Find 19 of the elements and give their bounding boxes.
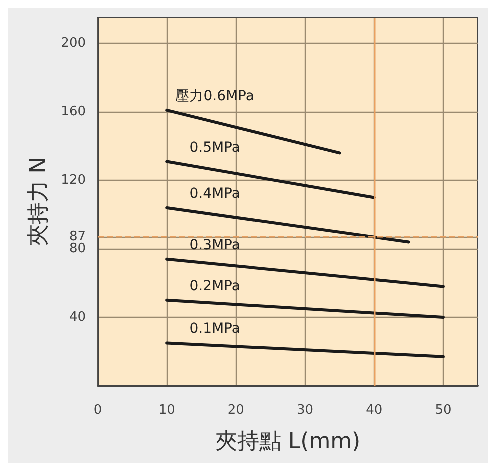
series-label: 0.1MPa — [190, 321, 240, 338]
x-tick-label: 40 — [366, 403, 383, 418]
series-label: 0.2MPa — [190, 278, 240, 294]
x-tick-label: 10 — [158, 403, 176, 418]
y-tick-label: 200 — [61, 36, 86, 52]
series-label: 壓力0.6MPa — [176, 88, 254, 104]
x-tick-label: 20 — [228, 403, 244, 418]
x-tick-label: 30 — [297, 403, 314, 418]
y-tick-label: 80 — [69, 242, 86, 257]
y-tick-label: 40 — [69, 310, 86, 326]
y-tick-label: 160 — [61, 104, 86, 120]
y-axis-title: 夾持力 N — [26, 157, 52, 247]
series-label: 0.4MPa — [190, 186, 240, 202]
x-tick-label: 50 — [435, 403, 452, 418]
series-label: 0.3MPa — [190, 237, 240, 254]
x-tick-label: 0 — [94, 403, 102, 418]
x-axis-title: 夾持點 L(mm) — [215, 430, 361, 454]
y-tick-label: 120 — [61, 173, 86, 188]
series-label: 0.5MPa — [190, 140, 240, 156]
